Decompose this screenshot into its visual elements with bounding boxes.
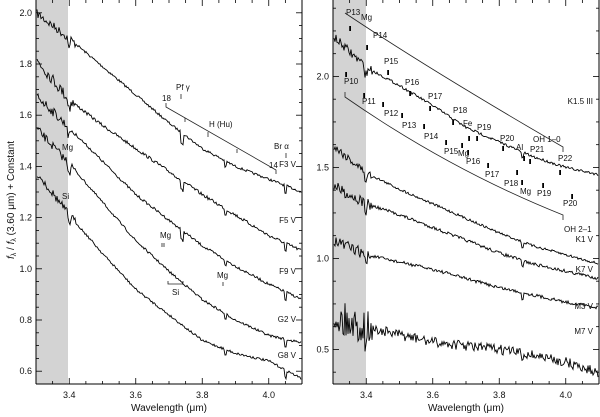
line-id-label: P22 <box>558 154 573 163</box>
y-tick-label: 1.5 <box>316 162 329 172</box>
spectrum-f9-v <box>36 93 302 302</box>
spectrum-f3-v <box>36 9 302 194</box>
hu-14-label: 14 <box>269 161 278 170</box>
right-series-labels: K1.5 III K1 V K7 V M3 V M7 V <box>568 97 594 336</box>
spectrum-k1-5-iii <box>333 34 599 176</box>
mg-top-label: Mg <box>361 13 372 22</box>
left-series-labels: F3 V F5 V F9 V G2 V G8 V <box>278 160 297 360</box>
x-tick-label: 3.4 <box>360 390 373 400</box>
line-id-label: P18 <box>504 179 519 188</box>
series-label: F3 V <box>279 160 297 169</box>
line-id-label: P16 <box>466 157 481 166</box>
line-id-label: Al <box>516 143 523 152</box>
spectrum-k7-v <box>333 182 599 281</box>
line-id-label: Mg <box>520 187 531 196</box>
series-label: K7 V <box>576 265 594 274</box>
left-ticks: 3.4 3.6 3.8 4.0 0.6 0.8 1.0 1.2 1.4 1.6 1.8 2.0 <box>19 0 303 400</box>
line-id-label: P16 <box>405 78 420 87</box>
x-tick-label: 3.8 <box>493 390 506 400</box>
mg-label-3: Mg <box>217 271 228 280</box>
right-panel: 3.4 3.6 3.8 4.0 0.5 1.0 1.5 2.0 Wavelength (μm)… <box>316 0 600 414</box>
series-label: M7 V <box>574 327 593 336</box>
right-ticks: 3.4 3.6 3.8 4.0 0.5 1.0 1.5 2.0 <box>316 0 600 400</box>
y-tick-label: 1.8 <box>19 59 32 69</box>
line-id-label: P15 <box>384 57 399 66</box>
line-id-label: P14 <box>373 31 388 40</box>
x-tick-label: 3.6 <box>426 390 439 400</box>
si-label-1: Si <box>62 192 69 201</box>
si-label-2: Si <box>172 288 179 297</box>
x-tick-label: 4.0 <box>262 390 275 400</box>
hu-series-bracket <box>165 103 277 174</box>
left-y-label: fλ / fλ (3.60 μm) + Constant <box>6 141 18 259</box>
oh-2-1-label: OH 2–1 <box>564 225 592 234</box>
y-tick-label: 1.4 <box>19 161 32 171</box>
line-id-label: P17 <box>428 92 443 101</box>
series-label: F5 V <box>279 216 297 225</box>
y-tick-label: 2.0 <box>316 71 329 81</box>
left-spectra <box>36 9 302 381</box>
line-id-label: P10 <box>344 77 359 86</box>
right-x-label: Wavelength (μm) <box>428 403 504 414</box>
line-id-label: Fe <box>463 119 473 128</box>
y-tick-label: 1.2 <box>19 213 32 223</box>
br-alpha-label: Br α <box>274 142 289 151</box>
series-label: K1.5 III <box>568 97 593 106</box>
line-id-label: P13 <box>402 121 417 130</box>
line-id-label: P19 <box>477 123 492 132</box>
spectrum-m3-v <box>333 237 599 310</box>
mg-label-2: Mg <box>160 231 171 240</box>
spectrum-g2-v <box>36 127 302 348</box>
series-label: G8 V <box>278 351 297 360</box>
series-label: G2 V <box>278 315 297 324</box>
left-panel: 3.4 3.6 3.8 4.0 0.6 0.8 1.0 1.2 1.4 1.6 1.8 2.0 fλ … <box>6 0 303 414</box>
spectrum-f5-v <box>36 58 302 252</box>
series-label: M3 V <box>574 302 593 311</box>
y-tick-label: 0.5 <box>316 344 329 354</box>
line-id-label: P18 <box>453 106 468 115</box>
left-x-label: Wavelength (μm) <box>131 403 207 414</box>
line-id-label: P15 <box>444 147 459 156</box>
y-tick-label: 0.6 <box>19 366 32 376</box>
line-id-label: P17 <box>485 170 500 179</box>
line-id-label: P20 <box>563 199 578 208</box>
oh-1-0-label: OH 1–0 <box>533 135 561 144</box>
line-id-label: P19 <box>537 189 552 198</box>
y-tick-label: 1.0 <box>316 253 329 263</box>
x-tick-label: 4.0 <box>559 390 572 400</box>
line-id-label: P11 <box>362 97 376 106</box>
y-tick-label: 1.6 <box>19 110 32 120</box>
line-id-label: P14 <box>424 132 439 141</box>
y-tick-label: 1.0 <box>19 264 32 274</box>
line-id-label: Mg <box>458 149 469 158</box>
right-spectra <box>333 34 599 378</box>
series-label: K1 V <box>576 235 594 244</box>
spectrum-g8-v <box>36 176 302 381</box>
pf-gamma-label: Pf γ <box>176 83 190 92</box>
line-id-label: P13 <box>346 8 361 17</box>
x-tick-label: 3.8 <box>196 390 209 400</box>
line-id-label: P20 <box>500 134 515 143</box>
series-label: F9 V <box>279 267 297 276</box>
x-tick-label: 3.6 <box>129 390 142 400</box>
oh-1-0-bracket <box>344 12 564 152</box>
hu-label: H (Hu) <box>209 120 233 129</box>
spectrum-k1-v <box>333 145 599 265</box>
line-id-label: P12 <box>384 109 399 118</box>
oh-2-1-bracket <box>344 92 564 220</box>
spectrum-m7-v <box>333 303 599 378</box>
mg-label-1: Mg <box>62 143 73 152</box>
x-tick-label: 3.4 <box>63 390 76 400</box>
hu-18-label: 18 <box>162 94 171 103</box>
y-tick-label: 0.8 <box>19 315 32 325</box>
line-id-label: P21 <box>530 145 545 154</box>
y-tick-label: 2.0 <box>19 8 32 18</box>
